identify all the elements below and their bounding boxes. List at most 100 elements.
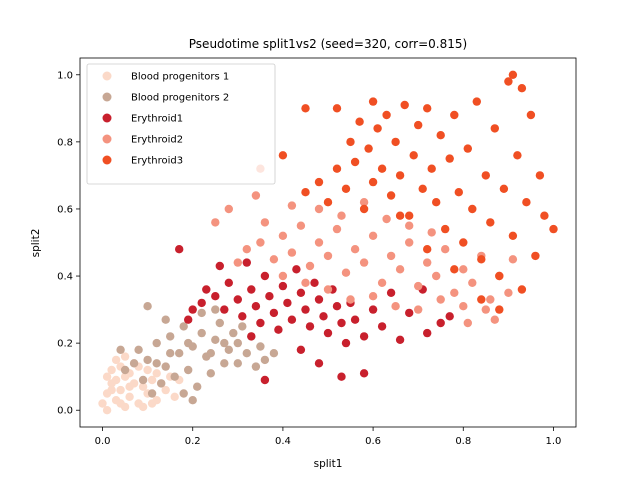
data-point — [359, 198, 369, 207]
data-point — [463, 318, 472, 328]
data-point — [152, 369, 161, 378]
data-point — [459, 302, 468, 311]
data-point — [414, 305, 423, 314]
data-point — [292, 265, 301, 274]
data-point — [138, 402, 148, 412]
data-point — [206, 349, 215, 358]
data-point — [161, 385, 170, 395]
data-point — [432, 198, 441, 207]
data-point — [98, 399, 107, 408]
data-point — [107, 385, 116, 395]
data-point — [247, 332, 256, 341]
data-point — [202, 285, 211, 294]
data-point — [459, 265, 468, 274]
data-point — [310, 278, 319, 287]
y-tick-label: 0.0 — [57, 406, 73, 417]
data-point — [170, 372, 179, 381]
chart-title: Pseudotime split1vs2 (seed=320, corr=0.8… — [189, 37, 467, 51]
data-point — [504, 288, 513, 297]
data-point — [269, 349, 279, 358]
data-point — [301, 188, 310, 197]
data-point — [368, 231, 378, 240]
data-point — [157, 379, 166, 388]
data-point — [359, 258, 369, 267]
data-point — [436, 318, 445, 328]
legend-marker — [102, 155, 112, 165]
data-point — [211, 292, 220, 301]
data-point — [102, 406, 112, 415]
data-point — [332, 164, 342, 173]
data-point — [405, 221, 414, 230]
data-point — [296, 221, 306, 230]
data-point — [400, 100, 409, 110]
data-point — [197, 328, 206, 338]
data-point — [508, 70, 518, 80]
data-point — [517, 285, 527, 294]
data-point — [386, 251, 396, 261]
data-point — [188, 305, 197, 314]
y-tick-label: 0.8 — [57, 137, 73, 148]
data-point — [436, 295, 445, 304]
legend-frame — [86, 63, 276, 185]
data-point — [229, 328, 238, 338]
data-point — [197, 308, 206, 318]
x-tick-label: 1.0 — [546, 436, 562, 447]
data-point — [179, 389, 188, 398]
data-point — [495, 305, 504, 314]
data-point — [256, 238, 265, 247]
data-point — [193, 382, 202, 391]
data-point — [382, 110, 391, 120]
data-point — [143, 355, 152, 365]
data-point — [350, 315, 360, 324]
data-point — [166, 349, 175, 358]
data-point — [517, 84, 527, 93]
y-axis-label: split2 — [30, 229, 42, 258]
data-point — [477, 255, 486, 264]
data-point — [233, 338, 242, 348]
data-point — [238, 312, 247, 321]
data-point — [549, 224, 558, 234]
data-point — [450, 288, 459, 297]
data-point — [197, 298, 206, 308]
data-point — [125, 392, 134, 401]
data-point — [535, 171, 545, 180]
data-point — [147, 389, 157, 398]
data-point — [540, 211, 549, 220]
data-point — [215, 261, 224, 271]
data-point — [499, 184, 509, 193]
data-point — [395, 211, 405, 220]
data-point — [346, 137, 355, 147]
data-point — [314, 204, 324, 214]
data-point — [111, 355, 121, 365]
legend-entry: Erythroid2 — [102, 134, 183, 146]
legend-label: Blood progenitors 2 — [131, 93, 229, 104]
data-point — [278, 151, 288, 160]
data-point — [472, 97, 481, 106]
data-point — [152, 338, 161, 348]
data-point — [220, 338, 229, 348]
data-point — [490, 315, 499, 324]
data-point — [359, 204, 369, 214]
data-point — [175, 245, 184, 254]
x-tick-label: 0.4 — [275, 436, 291, 447]
data-point — [260, 218, 270, 227]
data-point — [450, 110, 459, 120]
data-point — [179, 322, 188, 331]
data-point — [395, 171, 405, 180]
data-point — [350, 245, 360, 254]
legend-entry: Erythroid1 — [102, 113, 183, 125]
data-point — [269, 255, 279, 264]
data-point — [242, 258, 251, 267]
legend-label: Blood progenitors 1 — [131, 72, 229, 83]
data-point — [161, 315, 170, 324]
data-point — [125, 382, 134, 391]
legend-entry: Blood progenitors 2 — [102, 92, 229, 104]
data-point — [175, 349, 184, 358]
data-point — [278, 231, 288, 240]
data-point — [251, 191, 261, 200]
plot-frame — [79, 57, 577, 428]
data-point — [481, 305, 490, 314]
data-point — [314, 359, 324, 368]
data-point — [427, 228, 436, 237]
